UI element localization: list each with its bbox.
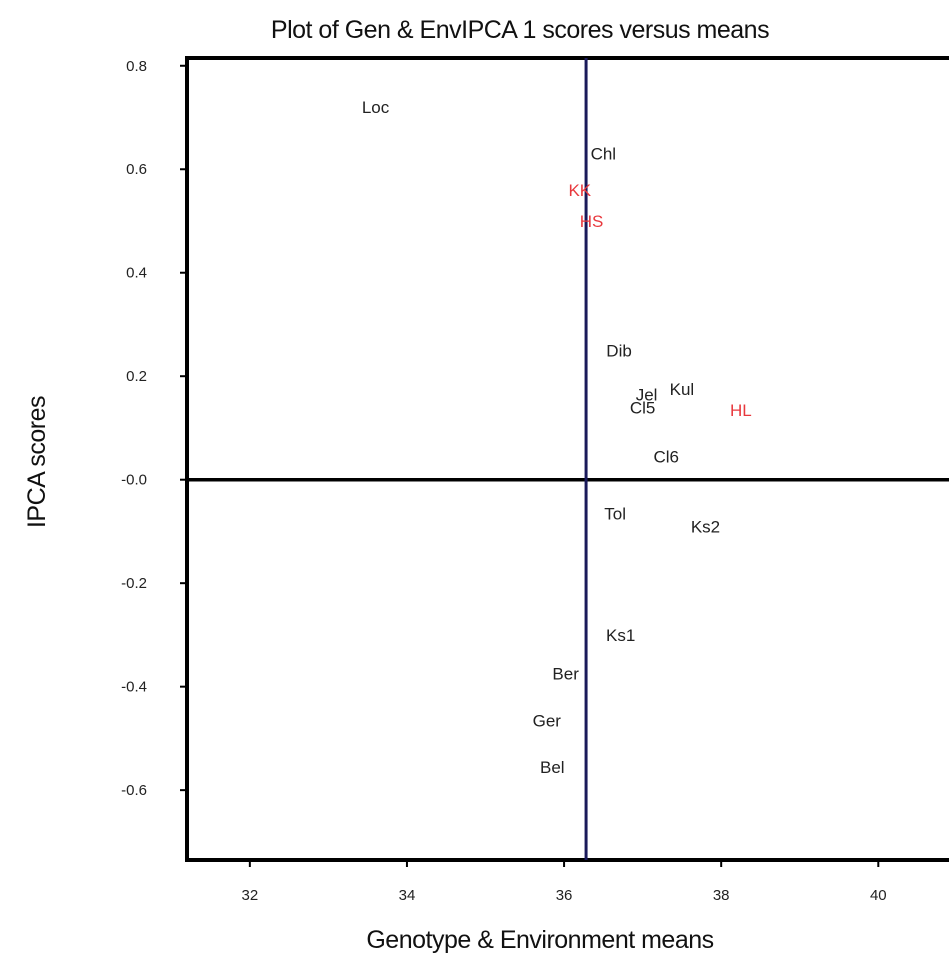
y-tick-label: 0.8 <box>126 58 147 75</box>
y-tick-label: 0.4 <box>126 265 147 282</box>
x-axis-title: Genotype & Environment means <box>366 926 713 954</box>
plot-frame <box>185 56 949 862</box>
genotype-point-label: Ks1 <box>606 626 635 645</box>
y-axis-title: IPCA scores <box>23 396 51 528</box>
environment-point-label: HL <box>730 401 752 420</box>
y-tick-label: -0.2 <box>121 575 147 592</box>
genotype-point-label: Cl5 <box>630 398 656 417</box>
y-tick-label: -0.0 <box>121 472 147 489</box>
genotype-point-label: Loc <box>362 98 390 117</box>
genotype-point-label: Chl <box>591 145 617 164</box>
environment-point-label: HS <box>580 212 604 231</box>
genotype-point-label: Ber <box>552 665 579 684</box>
genotype-point-label: Tol <box>604 504 626 523</box>
genotype-point-label: Bel <box>540 758 565 777</box>
x-tick-label: 38 <box>713 887 730 904</box>
genotype-point-label: Jel <box>636 385 658 404</box>
x-tick-label: 34 <box>399 887 416 904</box>
y-tick-label: 0.6 <box>126 161 147 178</box>
genotype-point-label: Dib <box>606 341 632 360</box>
genotype-point-label: Cl6 <box>653 447 679 466</box>
x-tick-label: 36 <box>556 887 573 904</box>
genotype-point-label: Ks2 <box>691 517 720 536</box>
genotype-point-label: Ger <box>533 711 562 730</box>
chart-title: Plot of Gen & EnvIPCA 1 scores versus me… <box>271 16 769 44</box>
genotype-point-label: Kul <box>670 380 695 399</box>
axes: 0.8 0.6 0.4 0.2 -0.0 -0.2 -0.4 -0.6 32 34 36 38 40 <box>121 56 949 904</box>
y-tick-label: -0.6 <box>121 782 147 799</box>
environment-point-label: KK <box>568 181 591 200</box>
x-tick-label: 40 <box>870 887 887 904</box>
x-tick-label: 32 <box>242 887 259 904</box>
y-tick-label: -0.4 <box>121 679 147 696</box>
y-tick-label: 0.2 <box>126 368 147 385</box>
